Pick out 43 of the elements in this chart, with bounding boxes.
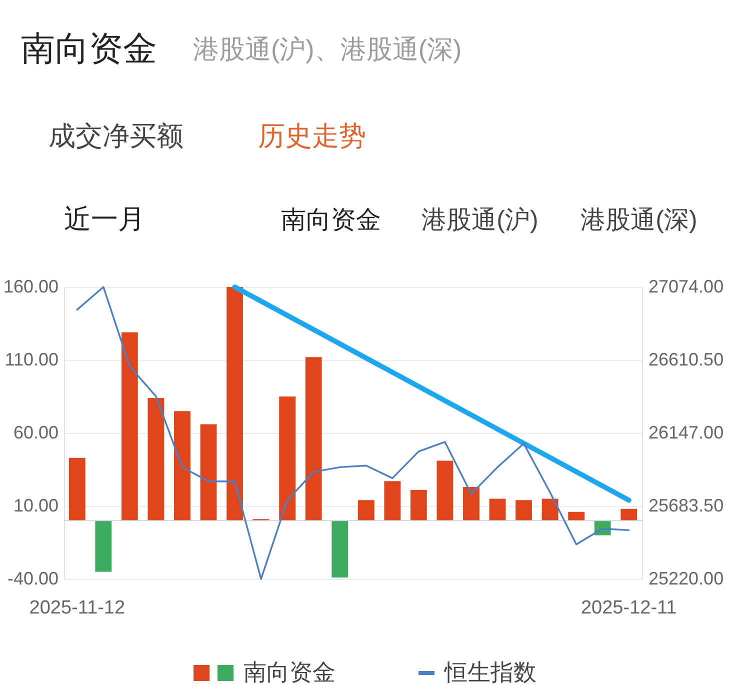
bar — [516, 500, 532, 521]
y-tick-label: -40.00 — [7, 568, 58, 588]
bar — [279, 396, 296, 521]
y-tick-label: 110.00 — [4, 350, 58, 370]
y-tick-label: 160.00 — [3, 276, 58, 296]
text: 历史走势 — [258, 121, 366, 151]
y-tick-label: 10.00 — [13, 496, 58, 516]
bar — [358, 500, 374, 521]
chart-title: 南向资金 — [21, 30, 157, 68]
bar — [332, 520, 348, 578]
bar — [620, 508, 638, 521]
text: 港股通(深) — [580, 206, 698, 234]
y2-tick-label: 26147.00 — [648, 422, 724, 442]
bar — [226, 287, 243, 521]
bar — [174, 411, 190, 521]
bar — [489, 498, 506, 521]
chart-subtitle: 港股通(沪)、港股通(深) — [193, 34, 462, 64]
bar — [410, 490, 427, 521]
legend-label: 南向资金 — [244, 659, 336, 685]
y2-tick-label: 25683.50 — [648, 496, 724, 516]
bar — [305, 357, 322, 521]
text: 近一月 — [64, 204, 145, 234]
line-series — [76, 286, 630, 580]
bar — [148, 398, 164, 521]
y2-tick-label: 26610.50 — [648, 350, 724, 370]
bar — [384, 481, 401, 521]
legend-label: 恒生指数 — [444, 659, 536, 685]
y-tick-label: 60.00 — [13, 422, 58, 442]
bar — [121, 332, 138, 521]
x-tick-label: 2025-12-11 — [580, 598, 677, 618]
bar — [68, 458, 86, 521]
y2-tick-label: 27074.00 — [648, 276, 724, 296]
bar — [568, 512, 585, 521]
bar — [200, 424, 217, 521]
bar — [436, 460, 454, 521]
text: 南向资金 — [281, 206, 381, 234]
text: 成交净买额 — [48, 121, 184, 151]
y2-tick-label: 25220.00 — [648, 568, 724, 588]
text: 港股通(沪) — [422, 206, 538, 234]
bar — [542, 498, 558, 521]
bar — [463, 487, 480, 521]
x-tick-label: 2025-11-12 — [29, 598, 126, 618]
bar — [95, 520, 112, 572]
